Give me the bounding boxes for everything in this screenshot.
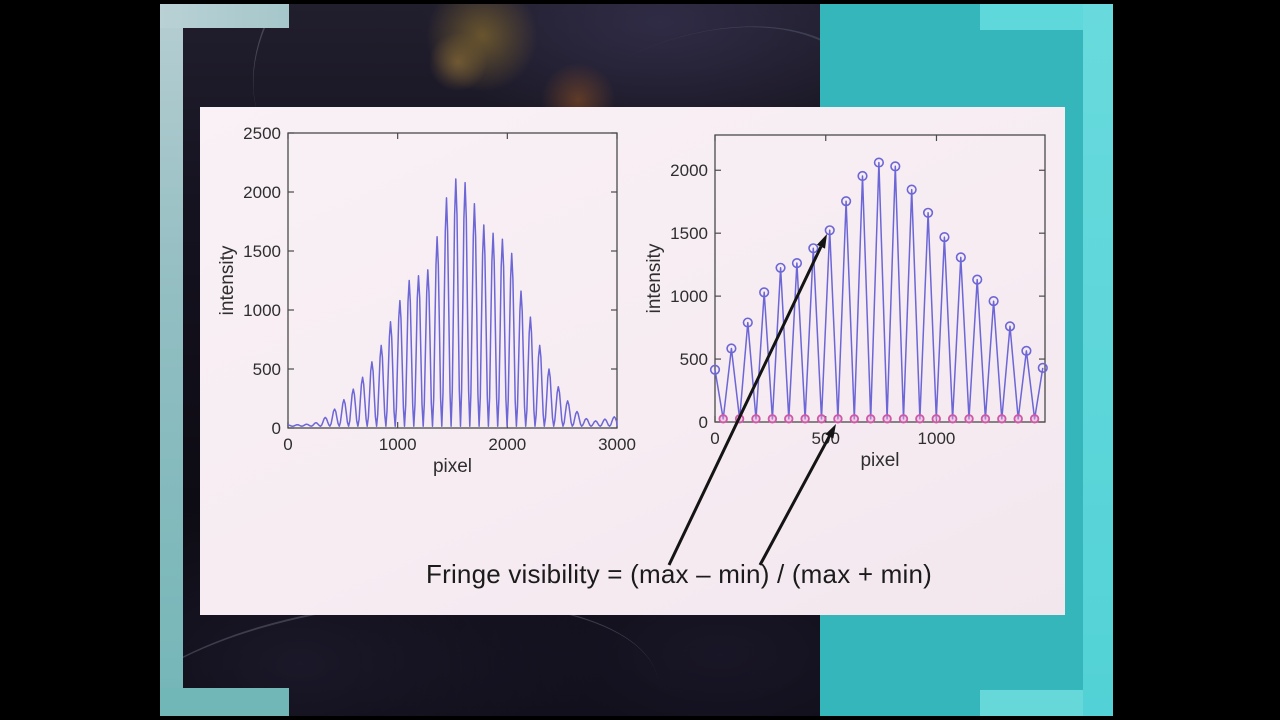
- max-marker: [709, 364, 721, 375]
- max-marker: [955, 252, 966, 263]
- min-marker: [997, 414, 1007, 424]
- x-axis-label: pixel: [860, 450, 899, 471]
- y-tick-label: 0: [272, 419, 281, 438]
- presentation-slide: 0 1000 2000 3000 0 500 1000 1500 2000 2500 pixel in…: [200, 107, 1065, 615]
- letterbox-left: [0, 0, 160, 720]
- max-marker: [841, 196, 852, 207]
- max-marker: [1037, 362, 1048, 373]
- x-tick-label: 3000: [598, 435, 636, 454]
- min-marker: [833, 414, 843, 424]
- x-axis-label: pixel: [433, 456, 472, 477]
- min-marker: [718, 414, 728, 424]
- annotation-arrow-line: [667, 245, 823, 566]
- letterbox-right: [1113, 0, 1280, 720]
- y-axis-label: intensity: [217, 245, 238, 315]
- min-marker: [865, 414, 876, 424]
- y-tick-label: 1500: [670, 224, 708, 243]
- max-marker: [775, 262, 786, 273]
- max-marker: [857, 170, 868, 182]
- max-marker: [988, 296, 999, 307]
- y-axis-label: intensity: [644, 243, 665, 313]
- max-marker: [939, 231, 950, 243]
- bottom-left-accent-bar: [160, 688, 289, 716]
- min-marker: [931, 414, 941, 424]
- min-marker: [751, 414, 761, 424]
- min-marker: [898, 414, 909, 424]
- max-marker: [808, 243, 819, 254]
- x-tick-label: 0: [710, 429, 719, 448]
- max-marker: [1004, 321, 1016, 332]
- max-marker: [972, 274, 983, 285]
- min-marker: [849, 414, 860, 424]
- top-left-accent-bar: [160, 4, 289, 28]
- min-marker: [816, 414, 827, 424]
- letterbox-top: [0, 0, 1280, 4]
- min-marker: [964, 414, 974, 424]
- zoomed-fringe-pattern-axes-box: [714, 134, 1046, 423]
- min-marker: [882, 414, 892, 424]
- left-accent-strip: [160, 4, 183, 716]
- min-marker: [1029, 414, 1040, 424]
- letterbox-bottom: [0, 716, 1280, 720]
- annotation-arrow-head: [825, 424, 836, 439]
- min-marker: [767, 414, 778, 424]
- teal-panel-highlight-bottom: [980, 690, 1083, 720]
- max-marker: [906, 184, 917, 195]
- y-tick-label: 500: [680, 350, 708, 369]
- max-marker: [1021, 345, 1032, 356]
- x-tick-label: 1000: [918, 429, 956, 448]
- y-tick-label: 0: [699, 413, 708, 432]
- y-tick-label: 1000: [243, 301, 281, 320]
- max-marker: [742, 317, 753, 328]
- y-tick-label: 1000: [670, 287, 708, 306]
- annotation-arrow-line: [758, 435, 831, 566]
- full-fringe-pattern-fringe-line: [287, 178, 618, 427]
- min-marker: [947, 414, 958, 424]
- max-marker: [791, 258, 803, 269]
- max-marker: [873, 157, 884, 168]
- max-marker: [759, 287, 770, 298]
- min-marker: [784, 414, 794, 424]
- teal-panel-highlight-top: [980, 4, 1083, 30]
- min-marker: [980, 414, 991, 424]
- x-tick-label: 0: [283, 435, 292, 454]
- min-marker: [915, 414, 925, 424]
- y-tick-label: 2500: [243, 124, 281, 143]
- x-tick-label: 2000: [488, 435, 526, 454]
- y-tick-label: 1500: [243, 242, 281, 261]
- full-fringe-pattern-axes-box: [287, 132, 618, 429]
- charts-canvas: 0 1000 2000 3000 0 500 1000 1500 2000 2500 pixel in…: [217, 124, 1048, 566]
- max-marker: [824, 225, 835, 236]
- x-tick-label: 1000: [379, 435, 417, 454]
- y-tick-label: 2000: [670, 161, 708, 180]
- max-marker: [890, 161, 901, 172]
- y-tick-label: 500: [253, 360, 281, 379]
- max-marker: [922, 207, 934, 218]
- teal-panel-highlight-right: [1083, 4, 1113, 720]
- min-marker: [800, 414, 810, 424]
- annotation-arrow-head: [816, 234, 827, 249]
- max-marker: [726, 343, 737, 354]
- zoomed-fringe-pattern-fringe-line: [714, 161, 1044, 420]
- min-marker: [1013, 414, 1023, 424]
- fringe-formula-text: Fringe visibility = (max – min) / (max +…: [426, 559, 932, 589]
- y-tick-label: 2000: [243, 183, 281, 202]
